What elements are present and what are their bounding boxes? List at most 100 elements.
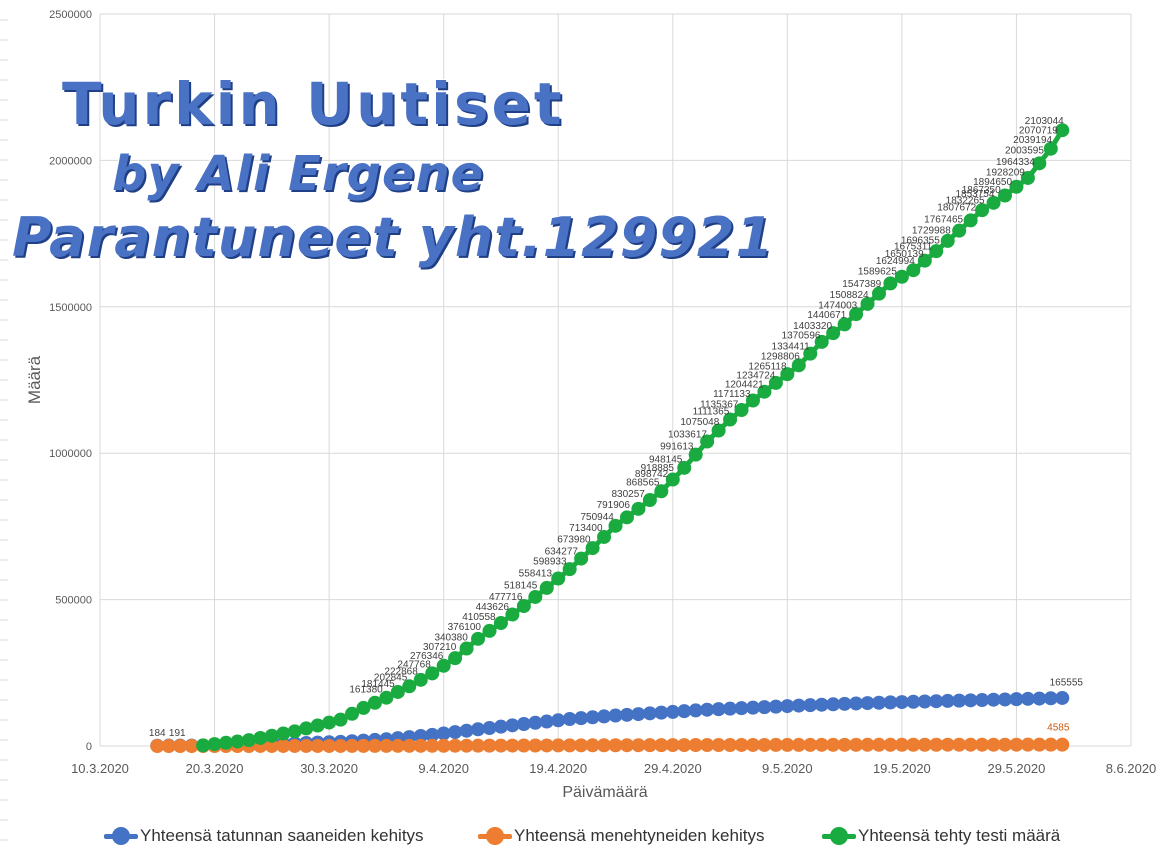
data-label: 518145 <box>504 580 538 591</box>
series-marker <box>700 738 715 753</box>
legend-label-cases: Yhteensä tatunnan saaneiden kehitys <box>140 826 424 845</box>
data-label: 673980 <box>557 535 591 546</box>
watermark-title: Turkin Uutiset <box>62 70 565 138</box>
series-marker <box>471 738 486 753</box>
series-marker <box>940 737 955 752</box>
series-marker <box>952 693 967 708</box>
series-marker <box>894 695 909 710</box>
data-label: 1135367 <box>700 400 739 411</box>
series-marker <box>528 738 543 753</box>
series-marker <box>516 717 531 732</box>
series-marker <box>849 737 864 752</box>
data-label: 1928209 <box>986 167 1025 178</box>
data-label: 181445 <box>361 679 395 690</box>
series-marker <box>493 719 508 734</box>
x-tick-label: 9.5.2020 <box>762 761 813 776</box>
data-label: 2003595 <box>1005 145 1044 156</box>
data-label: 898742 <box>635 469 669 480</box>
series-marker <box>310 718 325 733</box>
series-marker <box>425 666 440 681</box>
data-label: 1867350 <box>962 185 1001 196</box>
legend-swatch-cases <box>104 827 138 845</box>
data-label: 991613 <box>660 442 694 453</box>
series-marker <box>860 696 875 711</box>
series-marker <box>230 734 245 749</box>
series-marker <box>539 714 554 729</box>
series-marker <box>574 738 589 753</box>
series-marker <box>619 510 634 525</box>
series-marker <box>791 698 806 713</box>
series-marker <box>665 704 680 719</box>
series-marker <box>803 698 818 713</box>
series-marker <box>322 715 337 730</box>
series-marker <box>608 518 623 533</box>
series-marker <box>184 738 199 753</box>
watermark-recovered-total: Parantuneet yht.129921 <box>12 206 775 269</box>
series-marker <box>1009 179 1024 194</box>
series-marker <box>631 707 646 722</box>
series-marker <box>1055 690 1070 705</box>
series-marker <box>780 699 795 714</box>
series-marker <box>986 692 1001 707</box>
series-marker <box>723 412 738 427</box>
series-marker <box>322 738 337 753</box>
data-label: 634277 <box>545 546 579 557</box>
series-marker <box>849 696 864 711</box>
data-label: 410558 <box>462 612 496 623</box>
data-label: 948145 <box>649 454 683 465</box>
data-label: 165555 <box>1050 678 1084 689</box>
series-marker <box>757 700 772 715</box>
series-marker <box>929 244 944 259</box>
series-marker <box>860 296 875 311</box>
series-marker <box>505 607 520 622</box>
series-marker <box>574 551 589 566</box>
y-tick-label: 2000000 <box>49 155 92 167</box>
series-marker <box>333 712 348 727</box>
data-label: 222868 <box>384 667 418 678</box>
data-label: 1508824 <box>830 290 869 301</box>
series-marker <box>402 679 417 694</box>
data-label: 713400 <box>569 523 603 534</box>
x-tick-label: 29.4.2020 <box>644 761 702 776</box>
series-marker <box>940 693 955 708</box>
data-label: 830257 <box>611 489 645 500</box>
data-label: 1234724 <box>736 370 775 381</box>
series-marker <box>436 738 451 753</box>
series-marker <box>871 695 886 710</box>
series-marker <box>883 695 898 710</box>
series-marker <box>287 738 302 753</box>
legend-marker <box>112 827 130 845</box>
series-marker <box>345 738 360 753</box>
series-marker <box>837 696 852 711</box>
data-label: 443626 <box>476 602 510 613</box>
series-marker <box>1055 737 1070 752</box>
series-marker <box>459 641 474 656</box>
data-label: 1204421 <box>725 379 764 390</box>
series-marker <box>631 738 646 753</box>
series-marker <box>471 722 486 737</box>
series-marker <box>1043 141 1058 156</box>
series-marker <box>597 529 612 544</box>
series-marker <box>619 707 634 722</box>
series-marker <box>952 737 967 752</box>
series-marker <box>585 541 600 556</box>
series-marker <box>986 195 1001 210</box>
series-marker <box>654 484 669 499</box>
series-marker <box>917 737 932 752</box>
series-marker <box>837 737 852 752</box>
series-marker <box>906 263 921 278</box>
data-label: 1624994 <box>876 256 915 267</box>
series-marker <box>768 375 783 390</box>
legend-swatch-deaths <box>478 827 512 845</box>
series-marker <box>963 737 978 752</box>
x-tick-label: 9.4.2020 <box>418 761 469 776</box>
series-marker <box>791 358 806 373</box>
series-marker <box>745 737 760 752</box>
series-marker <box>1009 692 1024 707</box>
x-tick-label: 19.4.2020 <box>529 761 587 776</box>
data-label: 1853754 <box>955 189 994 200</box>
series-marker <box>528 715 543 730</box>
series-marker <box>803 737 818 752</box>
sheet-gridlines <box>0 19 8 841</box>
